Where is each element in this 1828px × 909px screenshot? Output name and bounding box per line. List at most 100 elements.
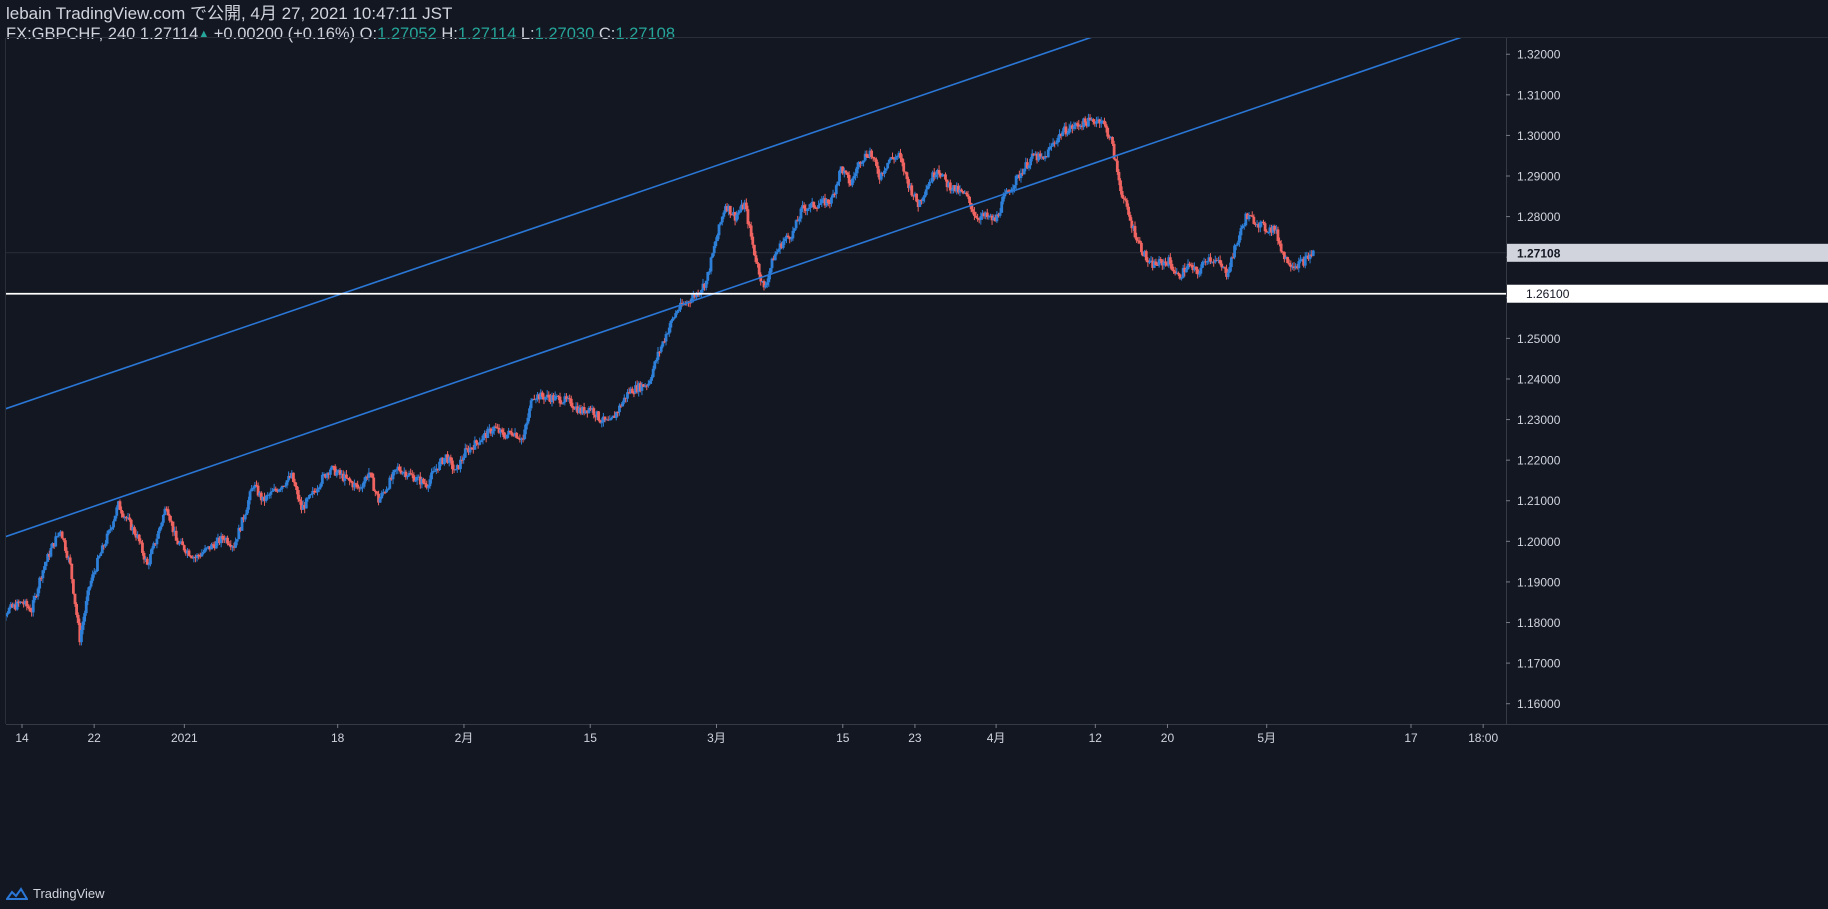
candle-down-body <box>603 416 607 420</box>
candle-up-body <box>1040 156 1044 158</box>
candle-up-body <box>520 438 523 440</box>
candle-down-body <box>1212 261 1216 263</box>
candle-up-body <box>958 189 962 193</box>
candle-down-body <box>25 600 29 607</box>
candle-down-body <box>373 490 377 492</box>
candle-up-body <box>202 551 205 554</box>
candle-down-body <box>910 185 914 196</box>
symbol-label[interactable]: FX:GBPCHF, 240 <box>6 25 136 43</box>
candle-down-body <box>1246 213 1249 220</box>
candle-up-body <box>99 553 103 556</box>
candle-up-body <box>1180 277 1183 279</box>
candle-up-body <box>667 327 671 334</box>
candle-up-body <box>491 431 494 434</box>
candle-down-body <box>1273 226 1277 231</box>
candle-down-body <box>410 474 414 476</box>
candle-down-body <box>1115 160 1119 172</box>
tradingview-logo-icon <box>6 886 28 900</box>
candle-up-body <box>1051 142 1055 146</box>
candle-up-body <box>44 561 48 567</box>
candle-up-body <box>1082 118 1086 128</box>
candle-up-body <box>778 243 782 250</box>
candle-down-body <box>576 406 580 413</box>
candle-up-body <box>230 546 234 548</box>
candle-up-body <box>353 483 356 488</box>
candle-down-body <box>772 258 776 261</box>
candle-up-body <box>434 468 438 471</box>
candle-up-body <box>1221 267 1225 269</box>
candle-up-body <box>836 181 840 186</box>
candle-up-body <box>854 173 857 176</box>
candle-down-body <box>1146 260 1150 263</box>
candle-down-body <box>875 159 878 166</box>
candle-down-body <box>30 611 34 613</box>
candle-up-body <box>439 458 443 462</box>
channel-upper-line[interactable] <box>0 36 1095 416</box>
candle-down-body <box>1111 137 1114 144</box>
candle-up-body <box>380 492 384 499</box>
candle-up-body <box>834 185 838 195</box>
candle-up-body <box>144 558 148 560</box>
candle-down-body <box>142 552 146 560</box>
candle-up-body <box>1197 273 1201 275</box>
candle-up-body <box>699 290 703 293</box>
candle-down-body <box>134 533 138 538</box>
candle-up-body <box>285 480 289 486</box>
candle-up-body <box>269 491 273 495</box>
candle-down-body <box>786 235 790 238</box>
x-tick-label: 20 <box>1161 731 1175 745</box>
candle-up-body <box>364 476 368 482</box>
candle-up-body <box>266 494 270 496</box>
tradingview-brand[interactable]: TradingView <box>6 886 105 901</box>
x-tick-label: 15 <box>584 731 598 745</box>
candle-up-body <box>523 429 527 440</box>
candle-up-body <box>1294 266 1298 269</box>
candle-up-body <box>701 283 705 291</box>
change-value: +0.00200 (+0.16%) <box>213 25 356 43</box>
candle-up-body <box>330 466 334 470</box>
candle-up-body <box>838 170 841 182</box>
candle-up-body <box>928 182 931 187</box>
candle-down-body <box>1310 254 1314 256</box>
candle-up-body <box>908 185 912 189</box>
candle-down-body <box>263 496 266 502</box>
candle-down-body <box>494 426 498 428</box>
candle-down-body <box>953 185 957 192</box>
candle-up-body <box>947 182 951 188</box>
candle-up-body <box>524 423 528 430</box>
candle-up-body <box>454 469 458 471</box>
candle-up-body <box>720 216 724 223</box>
candle-down-body <box>256 485 260 496</box>
candle-up-body <box>385 489 388 493</box>
brand-label: TradingView <box>33 886 105 901</box>
candle-up-body <box>1062 126 1066 132</box>
support-price-label: 1.26100 <box>1526 287 1570 301</box>
close-value: 1.27108 <box>615 25 676 43</box>
candle-down-body <box>275 490 279 492</box>
candle-down-body <box>370 473 374 478</box>
candle-up-body <box>773 254 777 261</box>
candle-up-body <box>361 486 364 488</box>
candle-up-body <box>340 473 344 475</box>
candle-up-body <box>775 251 779 255</box>
candle-down-body <box>932 172 936 178</box>
candle-up-body <box>325 473 329 478</box>
candle-up-body <box>995 214 999 222</box>
candle-up-body <box>433 470 437 472</box>
candle-down-body <box>1204 261 1208 263</box>
candle-down-body <box>502 432 506 437</box>
y-tick-label: 1.18000 <box>1517 616 1561 630</box>
candles-group <box>6 113 1315 646</box>
candle-down-body <box>638 383 642 391</box>
candle-down-body <box>1127 206 1130 215</box>
candle-down-body <box>1119 180 1122 192</box>
candle-up-body <box>1054 142 1058 144</box>
candle-up-body <box>1239 228 1243 236</box>
candle-down-body <box>903 171 907 173</box>
candle-down-body <box>725 206 729 211</box>
candle-up-body <box>237 527 241 540</box>
candle-down-body <box>512 435 515 437</box>
candle-down-body <box>1265 231 1269 233</box>
channel-lower-line[interactable] <box>0 36 1465 543</box>
